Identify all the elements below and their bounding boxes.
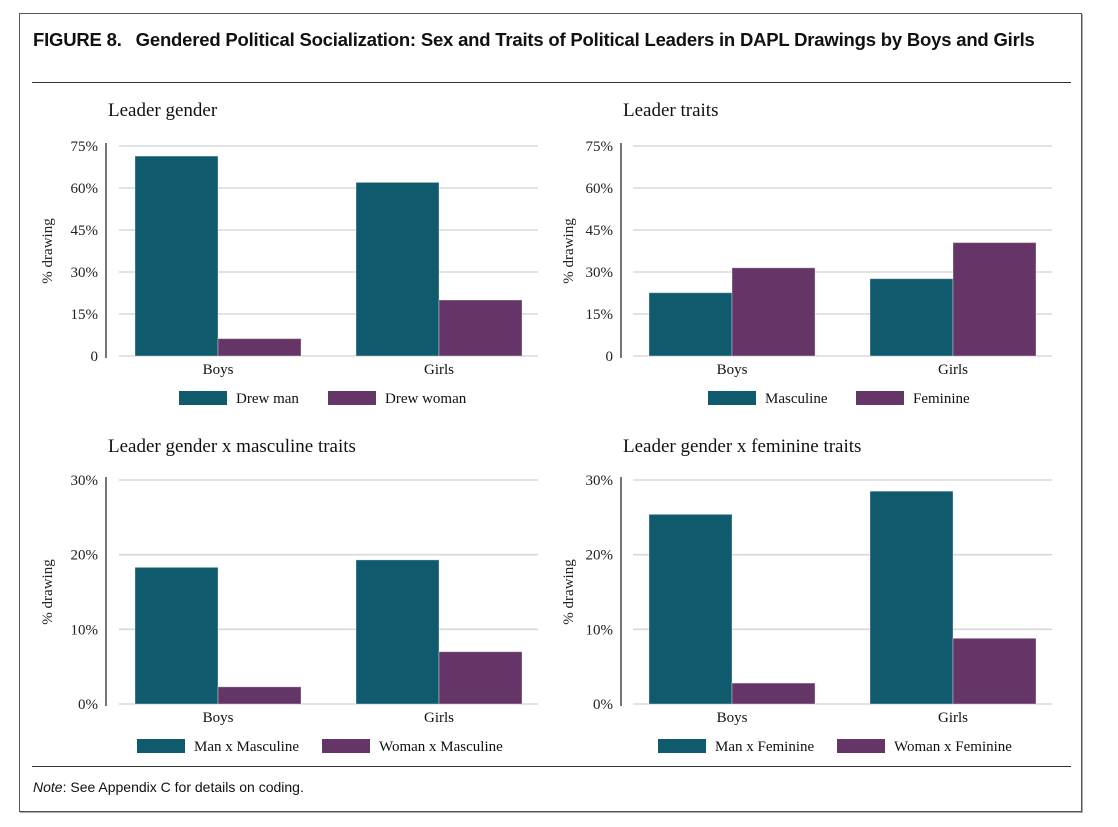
legend-swatch — [837, 739, 885, 753]
bar-man-x-feminine-girls — [869, 490, 954, 705]
x-category-label: Boys — [203, 710, 234, 726]
bar-drew-woman-girls — [438, 299, 523, 357]
y-tick-label: 0 — [91, 349, 99, 365]
legend-swatch — [658, 739, 706, 753]
chart-panel-3: Leader gender x masculine traits 0% 10% 20%… — [40, 436, 538, 755]
x-category-label: Girls — [938, 710, 968, 726]
legend-swatch — [856, 391, 904, 405]
footer-divider — [32, 766, 1071, 767]
legend-swatch — [137, 739, 185, 753]
chart-panel-2: Leader traits 0 15% 30% 45% 60% 75% % drawing Bo… — [561, 100, 1052, 407]
y-tick-label: 20% — [586, 548, 614, 564]
note-label: Note — [33, 779, 63, 795]
y-tick-label: 0% — [593, 697, 613, 713]
legend-label: Drew woman — [385, 391, 467, 407]
y-axis-label: % drawing — [40, 218, 56, 284]
legend-label: Woman x Masculine — [379, 739, 503, 755]
bar-man-x-masculine-girls — [355, 559, 440, 705]
header-divider — [32, 82, 1071, 83]
legend-label: Masculine — [765, 391, 828, 407]
figure-note: Note: See Appendix C for details on codi… — [33, 779, 304, 795]
y-tick-label: 30% — [71, 265, 99, 281]
bar-drew-woman-boys — [217, 338, 302, 357]
bar-feminine-girls — [952, 242, 1037, 357]
y-tick-label: 75% — [586, 139, 614, 155]
chart-title: Leader traits — [623, 100, 718, 121]
y-tick-label: 20% — [71, 548, 99, 564]
y-tick-label: 45% — [586, 223, 614, 239]
y-tick-label: 30% — [586, 265, 614, 281]
y-tick-label: 15% — [71, 307, 99, 323]
y-tick-label: 10% — [71, 622, 99, 638]
bar-drew-man-girls — [355, 181, 440, 357]
legend-label: Woman x Feminine — [894, 739, 1012, 755]
bar-man-x-feminine-boys — [648, 513, 733, 705]
y-tick-label: 30% — [71, 473, 99, 489]
chart-legend: Drew man Drew woman — [179, 391, 467, 407]
bar-masculine-girls — [869, 278, 954, 357]
figure-title-text: Gendered Political Socialization: Sex an… — [135, 29, 1035, 50]
legend-swatch — [179, 391, 227, 405]
y-axis-label: % drawing — [561, 559, 577, 625]
bar-woman-x-feminine-boys — [731, 682, 816, 705]
bar-drew-man-boys — [134, 155, 219, 357]
chart-panel-1: Leader gender 0 15% 30% 45% 60% 75% % drawing Bo… — [40, 100, 538, 407]
y-tick-label: 60% — [71, 181, 99, 197]
bar-woman-x-feminine-girls — [952, 637, 1037, 705]
x-category-label: Girls — [424, 710, 454, 726]
bar-man-x-masculine-boys — [134, 566, 219, 705]
y-axis-label: % drawing — [561, 218, 577, 284]
legend-swatch — [328, 391, 376, 405]
legend-swatch — [322, 739, 370, 753]
legend-swatch — [708, 391, 756, 405]
chart-title: Leader gender x feminine traits — [623, 436, 861, 457]
x-category-label: Boys — [717, 362, 748, 378]
legend-label: Man x Feminine — [715, 739, 814, 755]
y-tick-label: 0 — [606, 349, 614, 365]
x-category-label: Girls — [424, 362, 454, 378]
legend-label: Drew man — [236, 391, 299, 407]
chart-title: Leader gender — [108, 100, 218, 121]
y-tick-label: 0% — [78, 697, 98, 713]
x-category-label: Girls — [938, 362, 968, 378]
x-category-label: Boys — [717, 710, 748, 726]
bar-feminine-boys — [731, 267, 816, 357]
figure-title: FIGURE 8. Gendered Political Socializatio… — [33, 30, 1078, 49]
note-text: : See Appendix C for details on coding. — [62, 779, 304, 795]
y-tick-label: 15% — [586, 307, 614, 323]
legend-label: Man x Masculine — [194, 739, 299, 755]
bar-woman-x-masculine-boys — [217, 686, 302, 705]
chart-legend: Man x Feminine Woman x Feminine — [658, 739, 1012, 755]
y-tick-label: 30% — [586, 473, 614, 489]
bar-masculine-boys — [648, 292, 733, 357]
legend-label: Feminine — [913, 391, 970, 407]
bar-woman-x-masculine-girls — [438, 651, 523, 705]
chart-legend: Masculine Feminine — [708, 391, 970, 407]
chart-panel-4: Leader gender x feminine traits 0% 10% 20% 3… — [561, 436, 1052, 755]
y-tick-label: 10% — [586, 622, 614, 638]
y-axis-label: % drawing — [40, 559, 56, 625]
figure-number: FIGURE 8. — [33, 29, 122, 50]
y-tick-label: 75% — [71, 139, 99, 155]
x-category-label: Boys — [203, 362, 234, 378]
y-tick-label: 45% — [71, 223, 99, 239]
y-tick-label: 60% — [586, 181, 614, 197]
chart-title: Leader gender x masculine traits — [108, 436, 356, 457]
chart-legend: Man x Masculine Woman x Masculine — [137, 739, 503, 755]
